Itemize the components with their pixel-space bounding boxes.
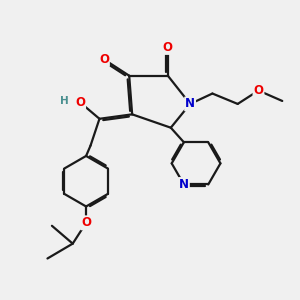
Text: O: O: [81, 216, 91, 229]
Text: O: O: [99, 53, 109, 66]
Text: H: H: [60, 96, 69, 106]
Text: O: O: [254, 84, 263, 97]
Text: O: O: [163, 41, 173, 54]
Text: N: N: [185, 98, 195, 110]
Text: O: O: [75, 96, 85, 109]
Text: N: N: [179, 178, 189, 191]
